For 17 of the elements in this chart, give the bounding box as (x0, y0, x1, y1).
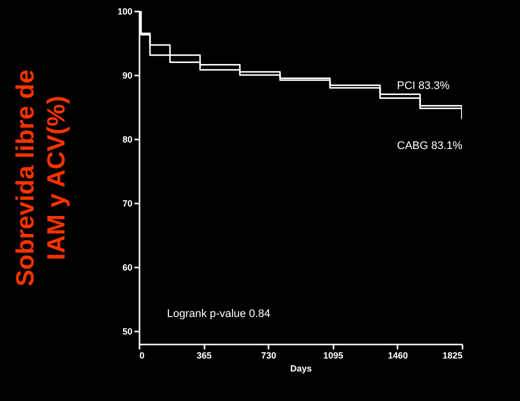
x-tick-label: 365 (196, 350, 212, 360)
series-label: PCI 83.3% (397, 80, 450, 92)
y-tick-label: 60 (122, 262, 132, 273)
series-label: CABG 83.1% (397, 140, 463, 152)
y-tick-label: 100 (117, 6, 132, 16)
y-axis-title: Sobrevida libre de IAM y ACV(%) (11, 70, 70, 286)
y-tick-label: 70 (122, 198, 132, 209)
x-tick-label: 1825 (442, 350, 462, 360)
x-tick-label: 1460 (388, 350, 408, 360)
x-tick-label: 730 (261, 350, 276, 360)
y-tick-label: 80 (122, 134, 132, 145)
annotation: Logrank p-value 0.84 (167, 308, 270, 320)
x-tick-label: 0 (140, 350, 145, 360)
x-axis-title: Days (290, 364, 312, 374)
y-tick-label: 50 (122, 326, 132, 337)
y-tick-label: 90 (122, 70, 132, 81)
x-tick-label: 1095 (323, 350, 344, 360)
